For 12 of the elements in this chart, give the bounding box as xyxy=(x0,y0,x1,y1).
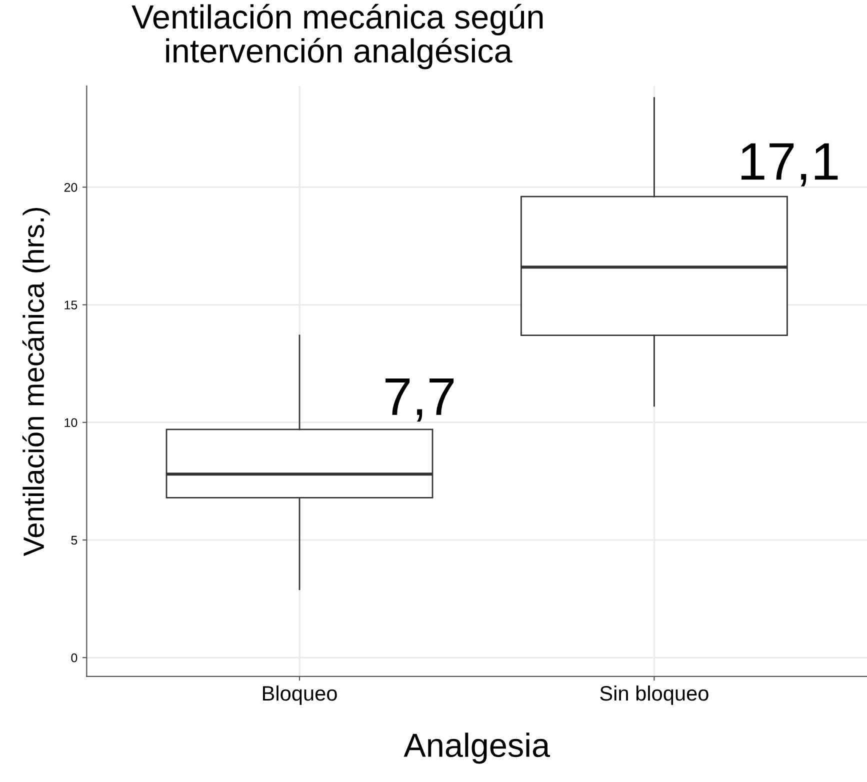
y-tick-label: 20 xyxy=(64,182,78,192)
y-axis-title: Ventilación mecánica (hrs.) xyxy=(22,208,50,556)
y-tick-label: 10 xyxy=(64,418,78,428)
x-tick-label: Bloqueo xyxy=(262,685,337,705)
chart-title: Ventilación mecánica según intervención analgésica xyxy=(132,4,543,70)
annotation: 7,7 xyxy=(386,378,454,422)
y-tick-label: 0 xyxy=(71,653,78,662)
annotation: 17,1 xyxy=(742,143,838,186)
x-axis-title: Analgesia xyxy=(404,732,550,764)
y-tick-label: 15 xyxy=(64,300,78,310)
y-tick-label: 5 xyxy=(71,536,78,545)
x-tick-label: Sin bloqueo xyxy=(600,685,708,705)
